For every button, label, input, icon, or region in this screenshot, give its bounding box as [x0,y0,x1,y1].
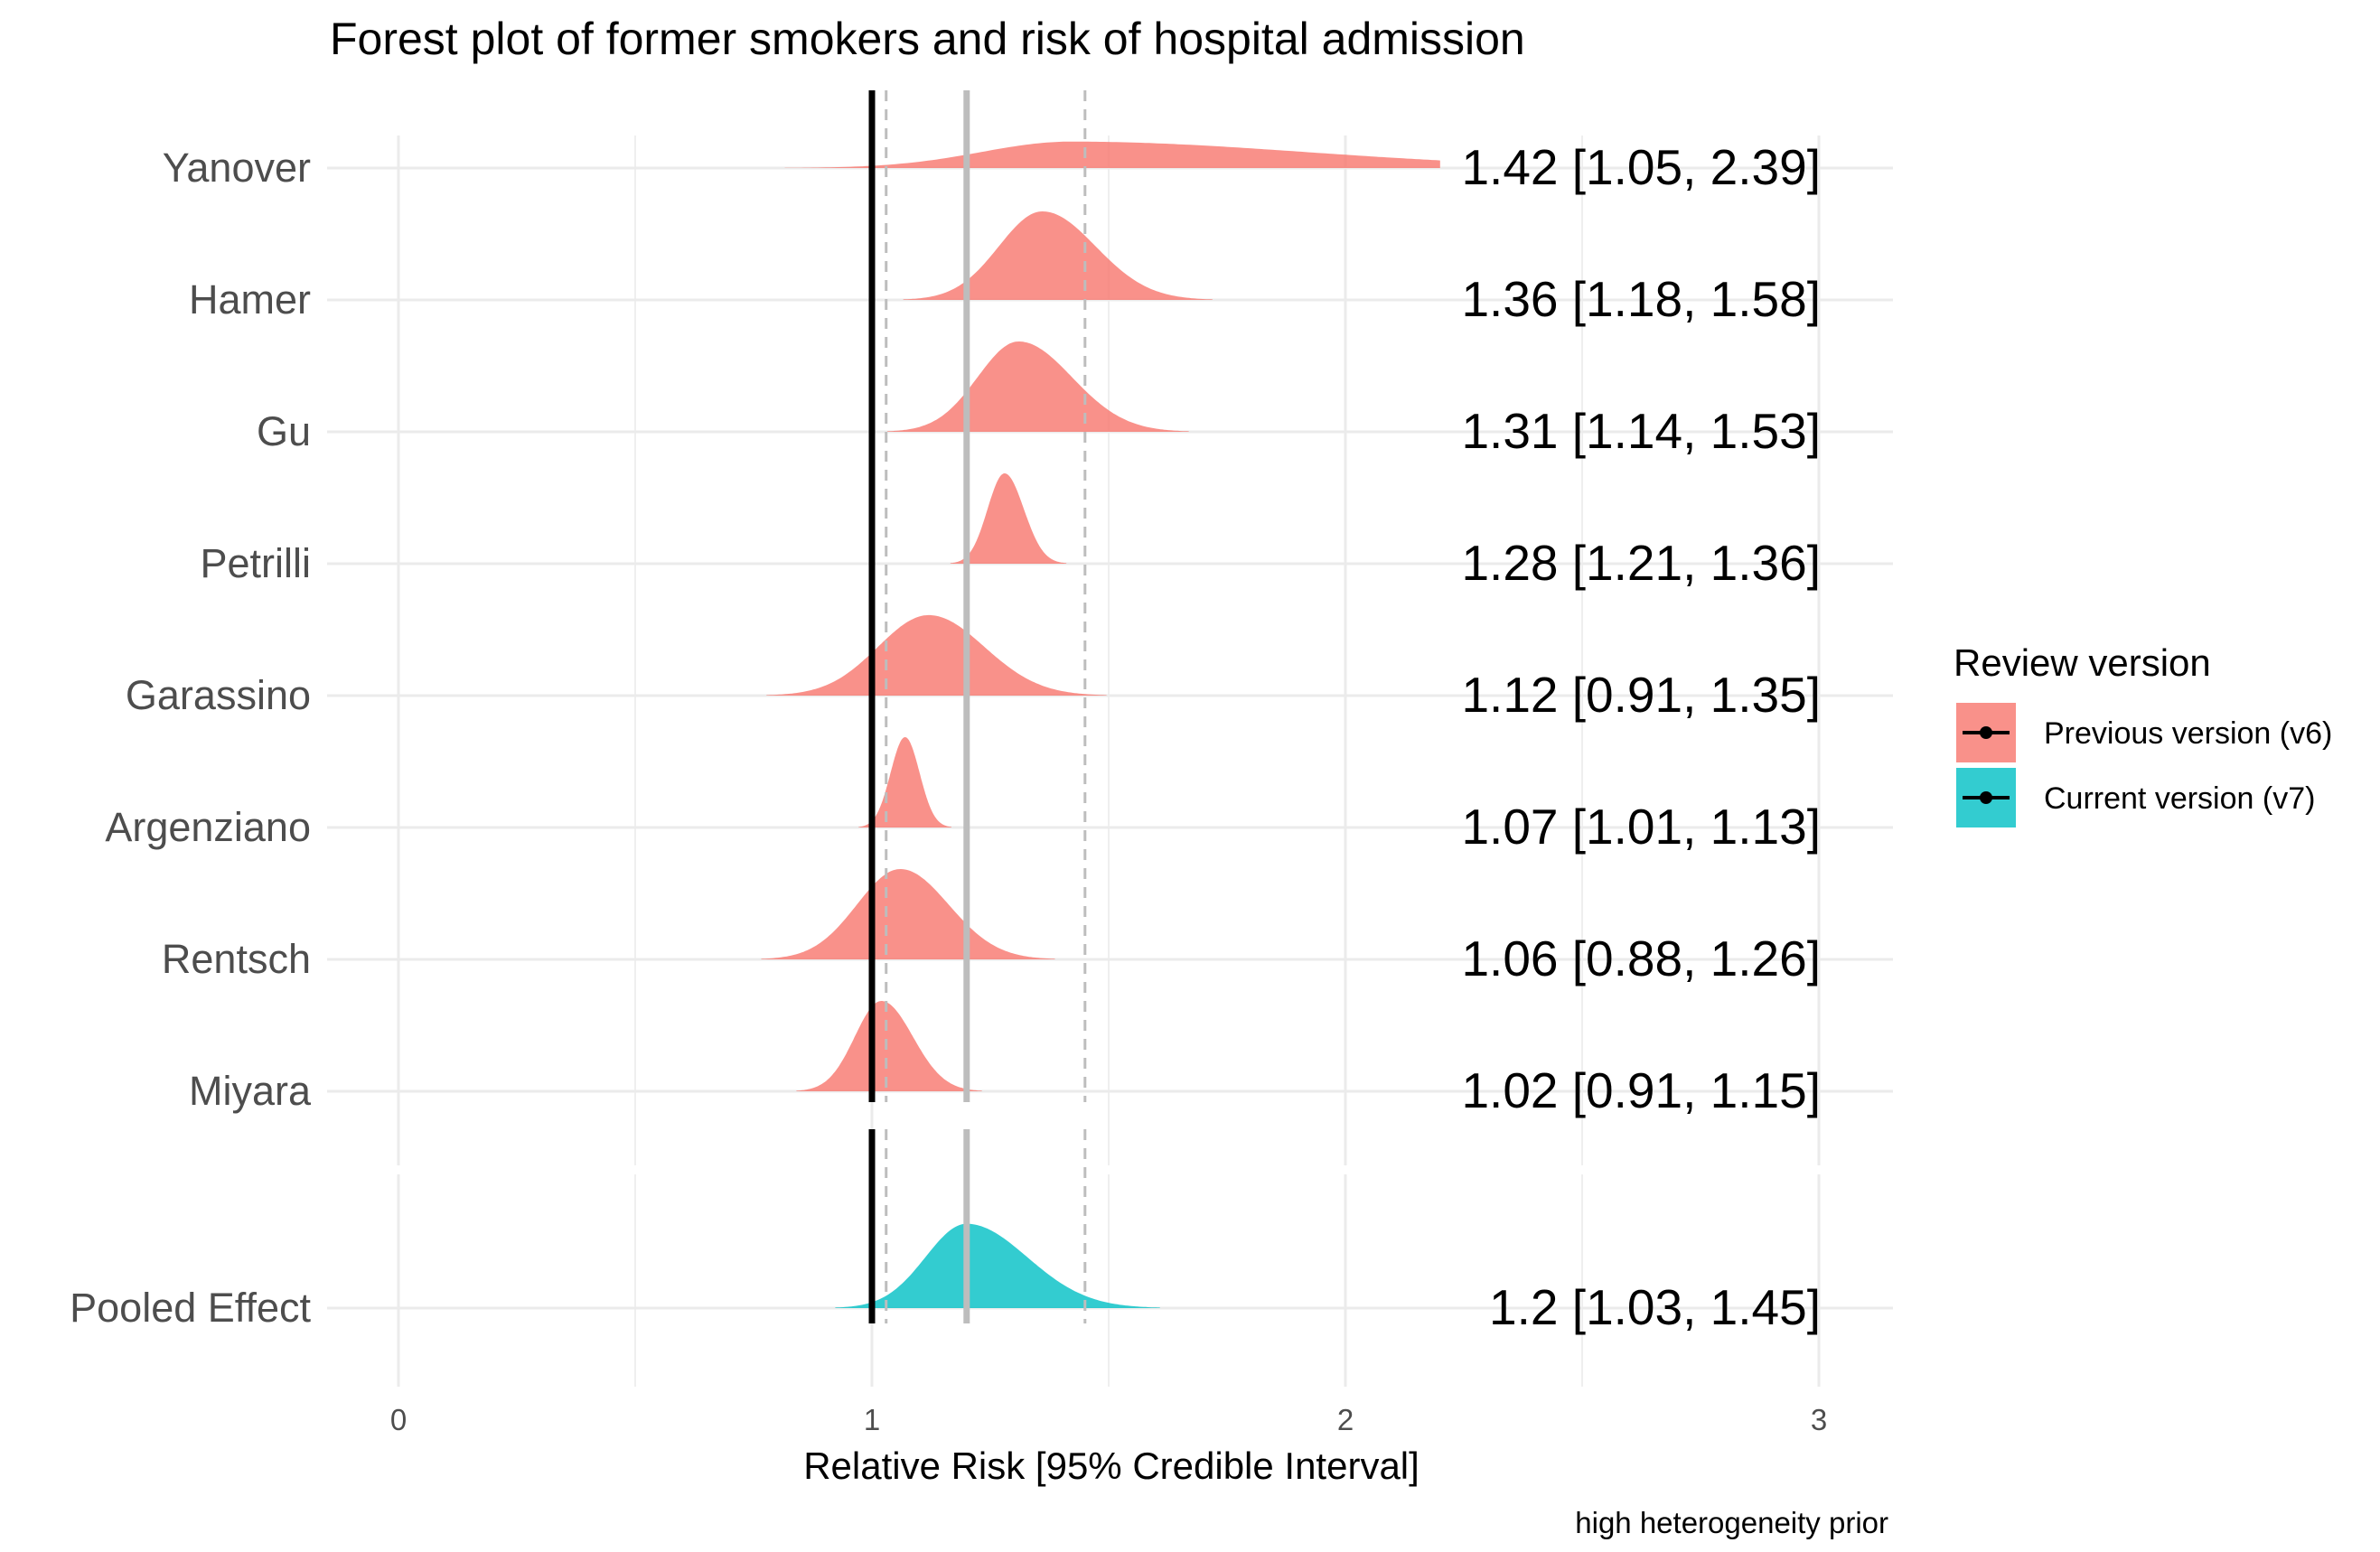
study-label-yanover: Yanover [163,145,311,191]
estimate-label-garassino: 1.12 [0.91, 1.35] [1461,667,1821,723]
x-tick-label-1: 1 [864,1403,880,1436]
chart-title: Forest plot of former smokers and risk o… [330,14,1525,64]
estimate-label-gu: 1.31 [1.14, 1.53] [1461,403,1821,459]
estimate-label-rentsch: 1.06 [0.88, 1.26] [1461,930,1821,986]
reference-lines [868,90,1087,1323]
x-tick-label-2: 2 [1337,1403,1354,1436]
study-label-garassino: Garassino [126,672,311,718]
legend-label-0: Previous version (v6) [2044,716,2332,751]
x-axis-label: Relative Risk [95% Credible Interval] [803,1444,1420,1487]
legend-key-point-1 [1980,791,1992,804]
x-tick-label-3: 3 [1811,1403,1827,1436]
legend-title: Review version [1954,641,2211,684]
density-curves [761,141,1440,1308]
estimate-label-yanover: 1.42 [1.05, 2.39] [1461,139,1821,195]
legend: Review version Previous version (v6) Curr… [1954,641,2332,827]
density-garassino [766,614,1107,696]
caption: high heterogeneity prior [1575,1506,1888,1539]
estimate-label-petrilli: 1.28 [1.21, 1.36] [1461,535,1821,591]
legend-label-1: Current version (v7) [2044,781,2315,816]
x-tick-label-0: 0 [390,1403,407,1436]
estimate-label-miyara: 1.02 [0.91, 1.15] [1461,1062,1821,1118]
study-label-pooled-effect: Pooled Effect [70,1285,311,1331]
legend-key-point-0 [1980,726,1992,739]
density-petrilli [950,473,1067,564]
study-label-argenziano: Argenziano [105,804,311,850]
density-argenziano [858,737,952,827]
study-label-petrilli: Petrilli [200,540,311,586]
x-axis-ticks: 0 1 2 3 [390,1403,1827,1436]
study-label-gu: Gu [257,408,311,454]
study-label-miyara: Miyara [189,1068,312,1114]
estimate-label-hamer: 1.36 [1.18, 1.58] [1461,271,1821,327]
estimate-label-pooled-effect: 1.2 [1.03, 1.45] [1489,1279,1821,1335]
study-label-hamer: Hamer [189,276,311,323]
estimate-label-argenziano: 1.07 [1.01, 1.13] [1461,799,1821,855]
density-rentsch [761,869,1055,959]
study-label-rentsch: Rentsch [162,936,311,982]
estimate-labels: 1.42 [1.05, 2.39] 1.36 [1.18, 1.58] 1.31 [… [1461,139,1821,1335]
density-pooled-effect [835,1223,1160,1308]
study-labels: Yanover Hamer Gu Petrilli Garassino Argenzian… [70,145,312,1331]
density-hamer [903,211,1213,300]
density-yanover [784,141,1440,168]
density-miyara [796,1001,982,1091]
density-gu [887,341,1189,432]
